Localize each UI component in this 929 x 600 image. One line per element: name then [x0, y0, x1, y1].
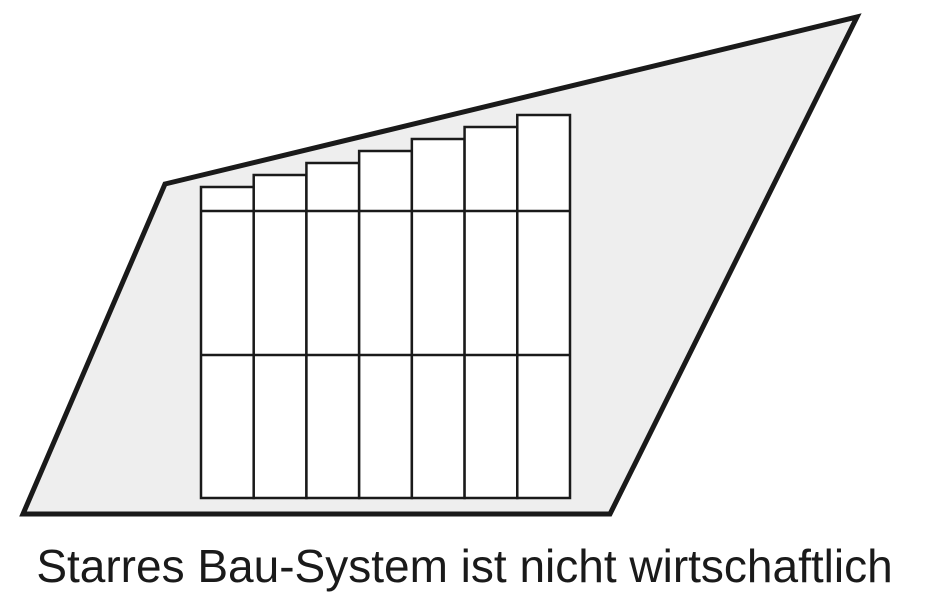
panel-column-6 — [463, 125, 519, 500]
panel-column-7 — [516, 113, 572, 500]
panel-column-2 — [252, 173, 308, 500]
panel-column-5 — [410, 137, 466, 500]
panel-column-4 — [357, 149, 414, 500]
diagram-figure — [19, 13, 862, 517]
module-panel-grid — [199, 113, 572, 500]
diagram-caption: Starres Bau-System ist nicht wirtschaftl… — [36, 540, 893, 592]
panel-column-3 — [305, 161, 361, 500]
panel-column-1 — [199, 185, 255, 500]
